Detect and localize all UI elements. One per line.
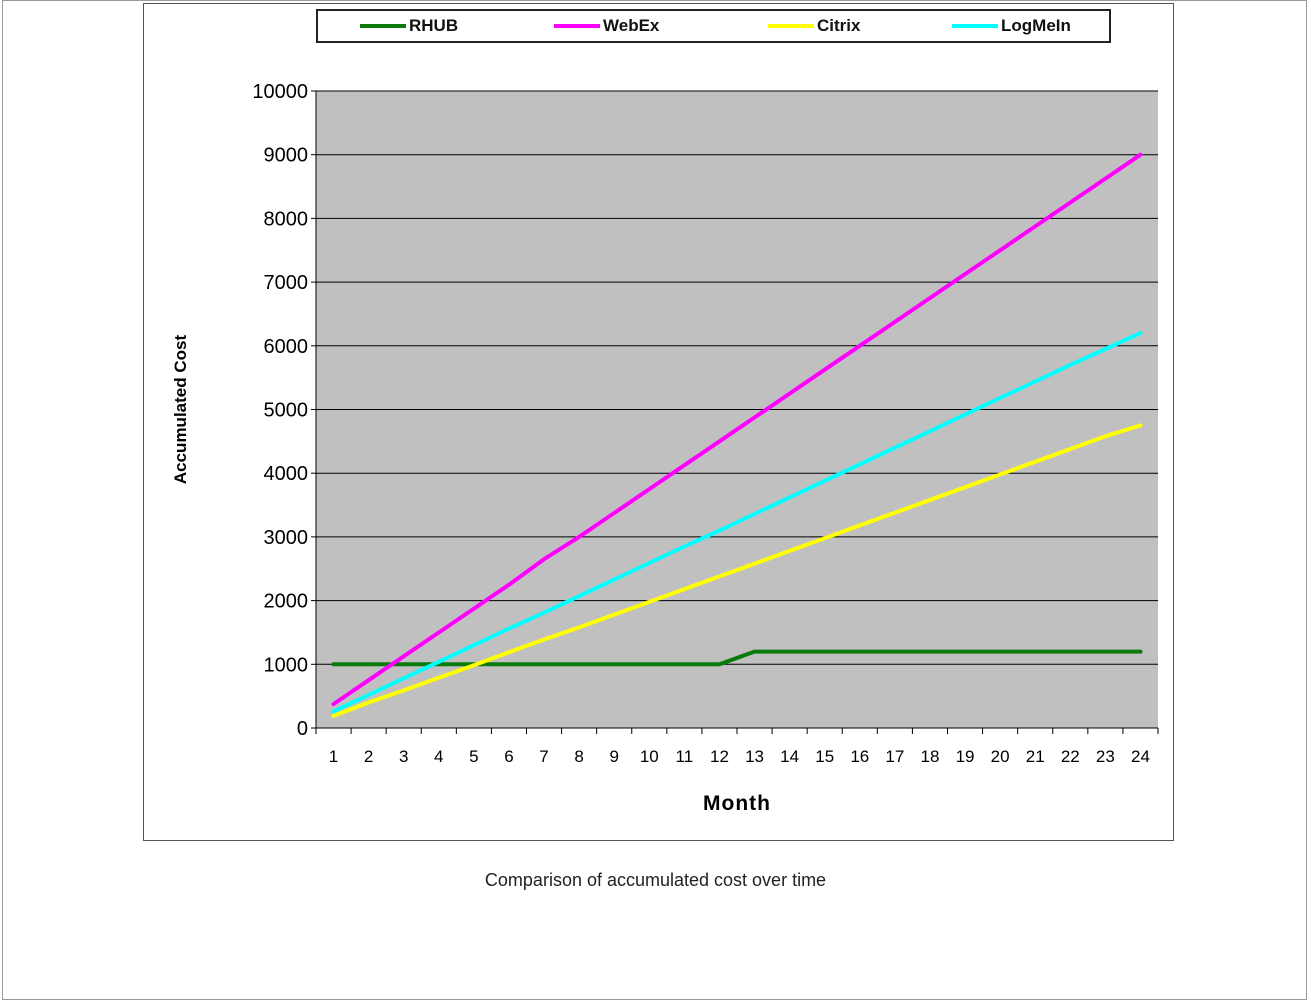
x-tick-label: 22 — [1061, 747, 1080, 766]
legend-label-logmein: LogMeIn — [1001, 16, 1071, 35]
x-axis-title: Month — [703, 792, 771, 815]
x-tick-label: 11 — [676, 747, 694, 766]
y-tick-label: 5000 — [264, 400, 309, 422]
y-tick-label: 2000 — [264, 591, 309, 613]
x-tick-label: 17 — [885, 747, 904, 766]
y-tick-label: 6000 — [264, 336, 309, 358]
series-line-webex — [331, 152, 1143, 707]
y-tick-label: 9000 — [264, 145, 309, 167]
x-tick-label: 21 — [1026, 747, 1045, 766]
x-tick-label: 19 — [956, 747, 975, 766]
legend-swatch-rhub — [360, 24, 406, 28]
x-tick-label: 12 — [710, 747, 729, 766]
y-tick-label: 10000 — [252, 81, 308, 103]
chart-container: 0 1000 2000 3000 4000 5000 6000 7000 8000 9000 100… — [143, 3, 1174, 841]
y-axis-title: Accumulated Cost — [171, 335, 190, 485]
series-line-citrix — [331, 423, 1143, 718]
x-tick-label: 18 — [920, 747, 939, 766]
legend-item-logmein: LogMeIn — [952, 11, 1071, 41]
y-tick-label: 1000 — [264, 654, 309, 676]
figure-caption: Comparison of accumulated cost over time — [484, 870, 827, 890]
legend-label-citrix: Citrix — [817, 16, 861, 35]
x-tick-label: 5 — [469, 747, 478, 766]
x-tick-label: 6 — [504, 747, 513, 766]
legend-item-webex: WebEx — [554, 11, 659, 41]
x-tick-label: 4 — [434, 747, 443, 766]
x-tick-label: 7 — [539, 747, 548, 766]
x-tick-label: 8 — [574, 747, 583, 766]
x-tick-label: 9 — [609, 747, 618, 766]
x-tick-label: 23 — [1096, 747, 1115, 766]
x-tick-label: 10 — [640, 747, 659, 766]
legend-label-rhub: RHUB — [409, 16, 459, 35]
legend-item-rhub: RHUB — [360, 11, 458, 41]
y-tick-label: 8000 — [264, 208, 309, 230]
y-tick-label: 0 — [297, 718, 308, 740]
y-tick-label: 3000 — [264, 527, 309, 549]
legend-swatch-logmein — [952, 24, 998, 28]
series-line-rhub — [331, 649, 1143, 667]
line-chart: 0 1000 2000 3000 4000 5000 6000 7000 8000 9000 100… — [171, 81, 1159, 815]
x-tick-label: 24 — [1131, 747, 1150, 766]
y-tick-label: 7000 — [264, 272, 309, 294]
x-tick-label: 3 — [399, 747, 408, 766]
x-tick-label: 16 — [850, 747, 869, 766]
x-tick-label: 20 — [991, 747, 1010, 766]
legend-item-citrix: Citrix — [768, 11, 860, 41]
series-line-logmein — [331, 331, 1143, 714]
x-tick-label: 14 — [780, 747, 799, 766]
y-tick-label: 4000 — [264, 463, 309, 485]
x-tick-label: 13 — [745, 747, 764, 766]
x-tick-label: 1 — [329, 747, 338, 766]
legend-swatch-citrix — [768, 24, 814, 28]
chart-legend: RHUB WebEx Citrix LogMeIn — [316, 9, 1111, 43]
legend-label-webex: WebEx — [603, 16, 660, 35]
legend-swatch-webex — [554, 24, 600, 28]
x-tick-label: 2 — [364, 747, 373, 766]
x-tick-label: 15 — [815, 747, 834, 766]
